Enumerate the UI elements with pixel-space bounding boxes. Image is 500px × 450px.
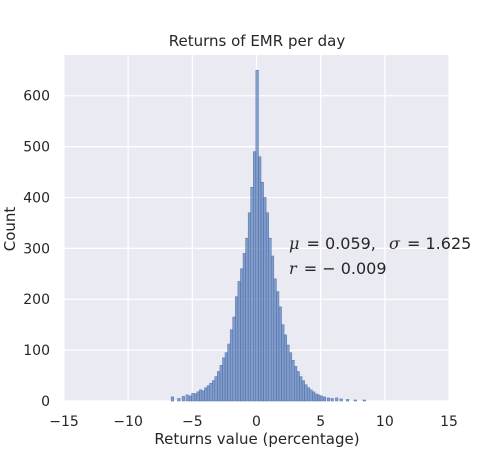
stats-annotation-mu-sigma: μ = 0.059, σ = 1.625 bbox=[289, 234, 471, 253]
histogram-bar bbox=[229, 329, 234, 402]
histogram-bar bbox=[258, 156, 262, 402]
x-axis-label: Returns value (percentage) bbox=[154, 430, 359, 448]
histogram-bar bbox=[317, 394, 321, 402]
histogram-bar bbox=[211, 380, 216, 402]
histogram-bar bbox=[245, 237, 249, 402]
x-tick-labels: −15 −10 −5 0 5 10 15 bbox=[49, 414, 458, 430]
mu-value: = 0.059, bbox=[307, 234, 376, 253]
histogram-bar bbox=[294, 366, 298, 402]
histogram-bar bbox=[177, 398, 181, 402]
sigma-symbol: σ bbox=[389, 234, 401, 253]
histogram-bar bbox=[330, 398, 334, 402]
histogram-bar bbox=[353, 399, 357, 402]
histogram-bar bbox=[232, 316, 236, 402]
histogram-bar bbox=[247, 212, 251, 402]
histogram-bar bbox=[283, 334, 287, 402]
histogram-bar bbox=[199, 389, 203, 402]
x-tick-label: −15 bbox=[49, 414, 79, 430]
sigma-value: = 1.625 bbox=[407, 234, 471, 253]
histogram-bar bbox=[217, 371, 221, 402]
histogram-bar bbox=[312, 391, 316, 402]
histogram-bar bbox=[286, 344, 290, 402]
histogram-bar bbox=[268, 237, 272, 402]
histogram-bar bbox=[276, 291, 280, 402]
y-tick-label: 300 bbox=[23, 241, 50, 257]
y-tick-label: 400 bbox=[23, 190, 50, 206]
y-tick-label: 600 bbox=[23, 89, 50, 105]
histogram-bar bbox=[237, 281, 241, 402]
histogram-bar bbox=[309, 389, 313, 402]
histogram-bar bbox=[271, 255, 275, 402]
x-tick-label: 10 bbox=[376, 414, 394, 430]
histogram-bar bbox=[314, 393, 318, 402]
histogram-bar bbox=[299, 376, 303, 402]
histogram-bar bbox=[204, 387, 208, 402]
y-axis-label: Count bbox=[1, 207, 19, 252]
histogram-bar bbox=[206, 385, 210, 402]
histogram-bar bbox=[326, 397, 330, 402]
histogram-bar bbox=[222, 357, 226, 402]
histogram-bar bbox=[281, 324, 285, 402]
histogram-bar bbox=[278, 306, 282, 402]
histogram-bar bbox=[288, 352, 293, 402]
histogram-bar bbox=[227, 343, 231, 402]
histogram-bar bbox=[214, 376, 218, 402]
histogram-bar bbox=[250, 187, 254, 402]
histogram-bar bbox=[255, 70, 259, 402]
histogram-bar bbox=[196, 391, 200, 402]
histogram-bar bbox=[319, 395, 323, 402]
histogram-bar bbox=[188, 395, 192, 402]
histogram-bar bbox=[240, 268, 244, 402]
histogram-bar bbox=[185, 394, 189, 402]
histogram-bar bbox=[339, 398, 343, 402]
histogram-bar bbox=[181, 396, 185, 402]
histogram-bar bbox=[253, 151, 257, 402]
x-tick-label: 15 bbox=[440, 414, 458, 430]
histogram-bar bbox=[209, 382, 213, 402]
histogram-bar bbox=[265, 212, 269, 402]
mu-symbol: μ bbox=[289, 234, 299, 253]
histogram-bar bbox=[301, 380, 305, 402]
r-value: = − 0.009 bbox=[304, 259, 387, 278]
histogram-bar bbox=[224, 352, 228, 402]
histogram-bar bbox=[170, 396, 174, 402]
stats-annotation-r: r = − 0.009 bbox=[289, 259, 387, 278]
x-tick-label: −5 bbox=[182, 414, 203, 430]
histogram-bar bbox=[201, 390, 205, 402]
r-symbol: r bbox=[289, 259, 298, 278]
histogram-bar bbox=[194, 393, 198, 402]
histogram-bar bbox=[335, 397, 339, 402]
histogram-bar bbox=[235, 296, 239, 402]
histogram-bar bbox=[291, 360, 295, 402]
y-tick-label: 0 bbox=[41, 394, 50, 410]
y-tick-label: 500 bbox=[23, 140, 50, 156]
x-tick-label: 5 bbox=[316, 414, 325, 430]
histogram-bar bbox=[263, 197, 267, 402]
histogram-bar bbox=[260, 181, 264, 402]
histogram-bar bbox=[219, 365, 223, 402]
histogram-bar bbox=[322, 396, 327, 402]
y-tick-label: 200 bbox=[23, 292, 50, 308]
x-tick-label: −10 bbox=[113, 414, 143, 430]
histogram-bar bbox=[306, 387, 311, 402]
histogram-bar bbox=[191, 393, 195, 402]
histogram-bar bbox=[296, 371, 300, 402]
histogram-bars bbox=[170, 70, 366, 402]
histogram-bar bbox=[304, 384, 308, 402]
x-tick-label: 0 bbox=[252, 414, 261, 430]
chart-title: Returns of EMR per day bbox=[169, 32, 346, 50]
histogram-bar bbox=[362, 399, 366, 402]
histogram-bar bbox=[273, 278, 277, 402]
histogram-bar bbox=[242, 253, 246, 402]
y-tick-labels: 0 100 200 300 400 500 600 bbox=[23, 89, 50, 410]
histogram-bar bbox=[346, 399, 350, 402]
y-tick-label: 100 bbox=[23, 343, 50, 359]
